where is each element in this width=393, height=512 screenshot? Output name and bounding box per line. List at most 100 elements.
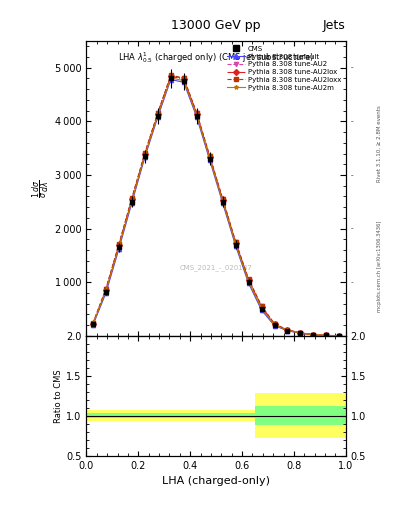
Pythia 8.308 tune-AU2 <box>311 332 316 338</box>
Pythia 8.308 tune-AU2loxx <box>246 276 251 282</box>
Pythia 8.308 default <box>156 114 160 120</box>
Pythia 8.308 tune-AU2lox <box>116 242 121 248</box>
Pythia 8.308 tune-AU2lox <box>169 73 173 79</box>
Pythia 8.308 default <box>324 332 329 338</box>
Pythia 8.308 default <box>195 114 199 120</box>
Pythia 8.308 tune-AU2loxx <box>195 110 199 116</box>
Line: Pythia 8.308 default: Pythia 8.308 default <box>91 77 342 338</box>
Pythia 8.308 tune-AU2loxx <box>233 239 238 245</box>
Pythia 8.308 default <box>90 322 95 328</box>
Pythia 8.308 tune-AU2m <box>182 77 186 83</box>
Pythia 8.308 default <box>311 332 316 338</box>
Pythia 8.308 tune-AU2 <box>246 276 251 283</box>
Pythia 8.308 tune-AU2 <box>129 196 134 202</box>
Pythia 8.308 tune-AU2 <box>116 242 121 248</box>
X-axis label: LHA (charged-only): LHA (charged-only) <box>162 476 270 486</box>
Text: Rivet 3.1.10, ≥ 2.8M events: Rivet 3.1.10, ≥ 2.8M events <box>377 105 382 182</box>
Pythia 8.308 tune-AU2m <box>116 244 121 250</box>
Pythia 8.308 tune-AU2loxx <box>90 320 95 326</box>
Pythia 8.308 default <box>233 243 238 249</box>
Pythia 8.308 tune-AU2 <box>259 303 264 309</box>
Pythia 8.308 tune-AU2 <box>220 196 225 202</box>
Pythia 8.308 tune-AU2m <box>169 75 173 81</box>
Pythia 8.308 default <box>259 307 264 313</box>
Pythia 8.308 default <box>142 154 147 160</box>
Pythia 8.308 tune-AU2loxx <box>182 75 186 81</box>
Pythia 8.308 tune-AU2lox <box>337 333 342 339</box>
Legend: CMS, Pythia 8.308 default, Pythia 8.308 tune-AU2, Pythia 8.308 tune-AU2lox, Pyth: CMS, Pythia 8.308 default, Pythia 8.308 … <box>226 45 342 92</box>
Text: 13000 GeV pp: 13000 GeV pp <box>171 19 261 32</box>
Pythia 8.308 tune-AU2loxx <box>285 327 290 333</box>
Pythia 8.308 default <box>220 200 225 206</box>
Pythia 8.308 tune-AU2 <box>90 321 95 327</box>
Pythia 8.308 tune-AU2m <box>298 330 303 336</box>
Pythia 8.308 tune-AU2lox <box>246 277 251 283</box>
Pythia 8.308 default <box>169 76 173 82</box>
Pythia 8.308 tune-AU2lox <box>156 111 160 117</box>
Pythia 8.308 default <box>246 280 251 286</box>
Pythia 8.308 tune-AU2loxx <box>324 332 329 338</box>
Pythia 8.308 tune-AU2m <box>233 241 238 247</box>
Pythia 8.308 tune-AU2loxx <box>104 286 108 292</box>
Pythia 8.308 tune-AU2loxx <box>208 153 212 159</box>
Pythia 8.308 tune-AU2lox <box>233 240 238 246</box>
Pythia 8.308 tune-AU2lox <box>324 332 329 338</box>
Pythia 8.308 tune-AU2loxx <box>298 330 303 336</box>
Pythia 8.308 default <box>272 323 277 329</box>
Pythia 8.308 default <box>298 330 303 336</box>
Text: mcplots.cern.ch [arXiv:1306.3436]: mcplots.cern.ch [arXiv:1306.3436] <box>377 221 382 312</box>
Pythia 8.308 default <box>129 200 134 206</box>
Pythia 8.308 tune-AU2 <box>272 321 277 327</box>
Pythia 8.308 tune-AU2lox <box>298 330 303 336</box>
Pythia 8.308 tune-AU2lox <box>90 321 95 327</box>
Pythia 8.308 default <box>285 328 290 334</box>
Text: LHA $\lambda^{1}_{0.5}$ (charged only) (CMS jet substructure): LHA $\lambda^{1}_{0.5}$ (charged only) (… <box>118 50 314 65</box>
Pythia 8.308 tune-AU2 <box>298 330 303 336</box>
Pythia 8.308 tune-AU2lox <box>208 154 212 160</box>
Pythia 8.308 tune-AU2loxx <box>156 110 160 116</box>
Pythia 8.308 tune-AU2m <box>156 113 160 119</box>
Pythia 8.308 tune-AU2m <box>324 332 329 338</box>
Pythia 8.308 tune-AU2 <box>142 151 147 157</box>
Pythia 8.308 tune-AU2 <box>104 286 108 292</box>
Pythia 8.308 default <box>208 157 212 163</box>
Pythia 8.308 tune-AU2m <box>195 113 199 119</box>
Pythia 8.308 tune-AU2lox <box>311 332 316 338</box>
Pythia 8.308 tune-AU2 <box>233 239 238 245</box>
Pythia 8.308 tune-AU2m <box>90 321 95 327</box>
Pythia 8.308 tune-AU2 <box>169 73 173 79</box>
Y-axis label: Ratio to CMS: Ratio to CMS <box>55 369 63 422</box>
Pythia 8.308 tune-AU2lox <box>104 287 108 293</box>
Pythia 8.308 tune-AU2m <box>142 153 147 159</box>
Pythia 8.308 tune-AU2loxx <box>311 332 316 338</box>
Text: Jets: Jets <box>323 19 346 32</box>
Pythia 8.308 tune-AU2loxx <box>142 150 147 156</box>
Pythia 8.308 tune-AU2 <box>195 110 199 116</box>
Pythia 8.308 tune-AU2lox <box>259 304 264 310</box>
Y-axis label: $\frac{1}{\sigma}\frac{d\sigma}{d\lambda}$: $\frac{1}{\sigma}\frac{d\sigma}{d\lambda… <box>31 179 52 198</box>
Pythia 8.308 tune-AU2m <box>246 279 251 285</box>
Pythia 8.308 default <box>104 290 108 296</box>
Pythia 8.308 tune-AU2m <box>129 198 134 204</box>
Pythia 8.308 tune-AU2m <box>208 155 212 161</box>
Pythia 8.308 tune-AU2 <box>337 333 342 339</box>
Line: Pythia 8.308 tune-AU2: Pythia 8.308 tune-AU2 <box>91 74 342 338</box>
Pythia 8.308 tune-AU2loxx <box>169 72 173 78</box>
Pythia 8.308 default <box>182 79 186 86</box>
Line: Pythia 8.308 tune-AU2loxx: Pythia 8.308 tune-AU2loxx <box>91 73 342 338</box>
Pythia 8.308 tune-AU2loxx <box>220 196 225 202</box>
Pythia 8.308 tune-AU2m <box>311 332 316 338</box>
Pythia 8.308 tune-AU2lox <box>142 151 147 157</box>
Pythia 8.308 tune-AU2loxx <box>337 333 342 339</box>
Pythia 8.308 tune-AU2lox <box>182 76 186 82</box>
Line: Pythia 8.308 tune-AU2m: Pythia 8.308 tune-AU2m <box>91 76 342 338</box>
Line: Pythia 8.308 tune-AU2lox: Pythia 8.308 tune-AU2lox <box>91 74 342 338</box>
Pythia 8.308 tune-AU2m <box>337 333 342 339</box>
Pythia 8.308 default <box>337 333 342 339</box>
Text: CMS_2021_-_020187: CMS_2021_-_020187 <box>180 264 253 271</box>
Pythia 8.308 tune-AU2m <box>220 198 225 204</box>
Pythia 8.308 tune-AU2lox <box>272 321 277 327</box>
Pythia 8.308 tune-AU2lox <box>129 196 134 202</box>
Pythia 8.308 tune-AU2loxx <box>272 321 277 327</box>
Pythia 8.308 tune-AU2 <box>324 332 329 338</box>
